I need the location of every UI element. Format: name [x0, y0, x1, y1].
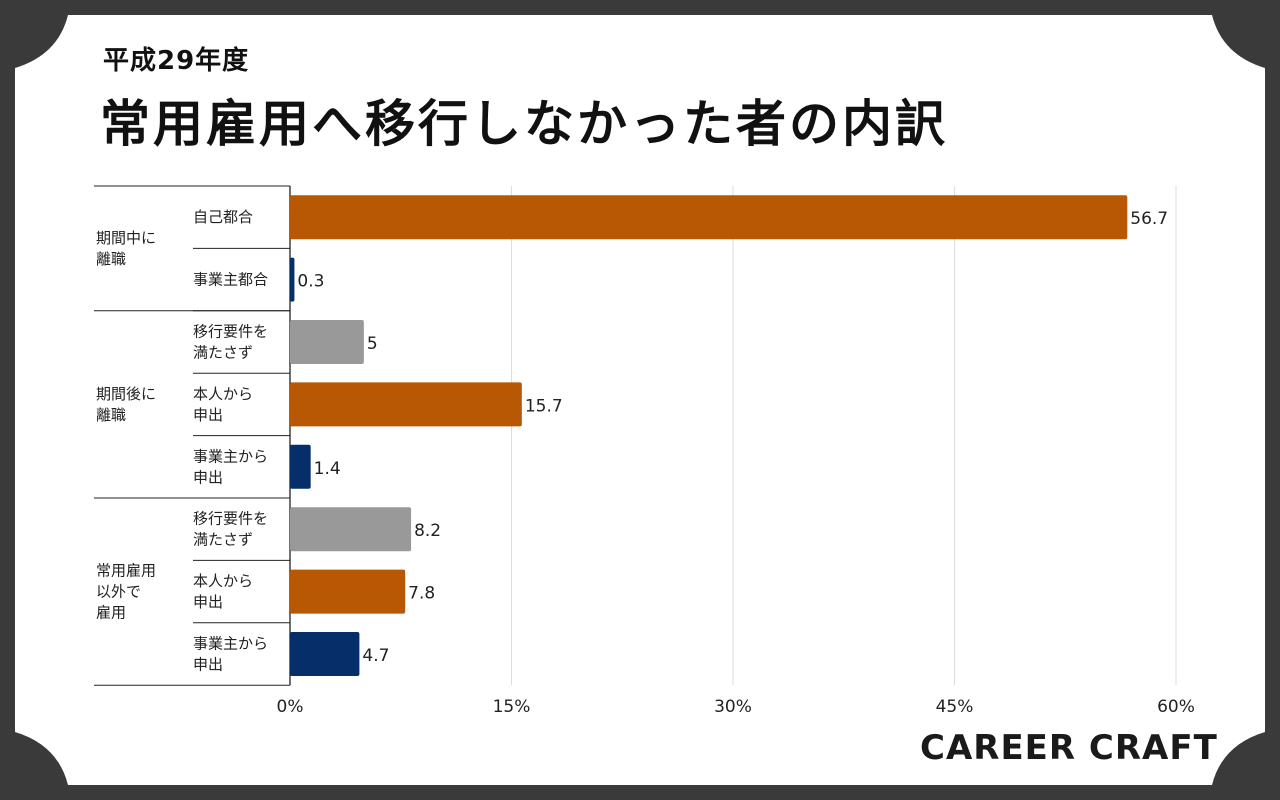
bar-value-label: 7.8 — [408, 584, 435, 604]
bar — [290, 257, 295, 302]
bar-value-label: 8.2 — [414, 521, 441, 541]
group-label: 期間中に離職 — [96, 229, 156, 268]
bar-value-label: 56.7 — [1130, 209, 1168, 229]
category-label: 事業主都合 — [193, 271, 268, 289]
category-label: 事業主から申出 — [193, 447, 268, 486]
bar — [290, 444, 311, 489]
bar-value-label: 5 — [367, 334, 378, 354]
bar-value-label: 15.7 — [525, 396, 563, 416]
bar — [290, 632, 360, 676]
category-label: 事業主から申出 — [193, 635, 268, 674]
bar-value-label: 4.7 — [362, 646, 389, 666]
bar — [290, 195, 1128, 240]
category-label: 本人から申出 — [193, 572, 253, 611]
bar — [290, 382, 522, 427]
category-label: 自己都合 — [193, 208, 253, 226]
bar-value-label: 1.4 — [314, 459, 341, 479]
bar-value-label: 0.3 — [297, 272, 324, 292]
bar — [290, 569, 406, 614]
career-craft-logo: CAREER CRAFT — [920, 728, 1218, 768]
x-tick-label: 60% — [1157, 697, 1195, 717]
group-label: 期間後に離職 — [96, 385, 156, 424]
category-label: 移行要件を満たさず — [193, 510, 268, 549]
x-tick-label: 30% — [714, 697, 752, 717]
group-label: 常用雇用以外で雇用 — [96, 562, 156, 622]
category-label: 本人から申出 — [193, 385, 253, 424]
chart-subtitle: 平成29年度 — [103, 46, 250, 76]
x-tick-label: 15% — [493, 697, 531, 717]
x-tick-label: 0% — [277, 697, 304, 717]
chart-title: 常用雇用へ移行しなかった者の内訳 — [100, 95, 948, 153]
category-label: 移行要件を満たさず — [193, 323, 268, 362]
x-tick-label: 45% — [936, 697, 974, 717]
bar — [290, 507, 412, 552]
bar — [290, 320, 364, 364]
